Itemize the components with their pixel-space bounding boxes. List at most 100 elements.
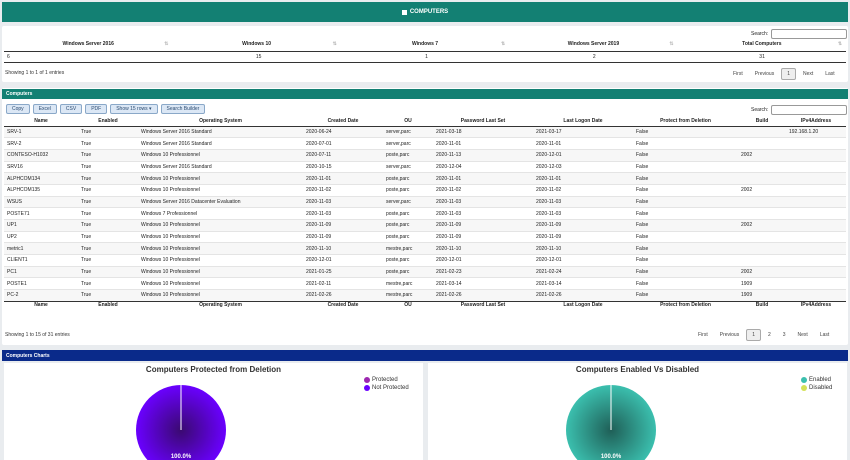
table-cell: 2020-11-01: [433, 137, 533, 150]
export-button-1[interactable]: Excel: [32, 104, 57, 114]
table-row[interactable]: PC-2 True Windows 10 Professionnel 2021-02-…: [4, 289, 846, 302]
summary-column-header[interactable]: Windows Server 2019 ⇅: [509, 41, 677, 47]
table-row[interactable]: POSTE71 True Windows 7 Professionnel 2020-1…: [4, 207, 846, 220]
export-button-2[interactable]: CSV: [59, 104, 83, 114]
table-row[interactable]: PC1 True Windows 10 Professionnel 2021-01-2…: [4, 265, 846, 278]
summary-search-input[interactable]: [771, 29, 848, 39]
table-cell: WSUS: [4, 195, 78, 208]
table-cell: 2021-02-11: [303, 277, 383, 290]
column-header[interactable]: Name: [4, 117, 78, 127]
table-row[interactable]: CLIENT1 True Windows 10 Professionnel 2020-…: [4, 254, 846, 267]
table-cell: 2002: [738, 148, 786, 162]
summary-column-header[interactable]: Total Computers ⇅: [678, 41, 846, 47]
table-row[interactable]: POSTE1 True Windows 10 Professionnel 2021-0…: [4, 277, 846, 290]
table-row[interactable]: SRV16 True Windows Server 2016 Standard 202…: [4, 160, 846, 173]
export-button-3[interactable]: PDF: [85, 104, 108, 114]
table-cell: poste,parc: [383, 265, 433, 278]
export-button-5[interactable]: Search Builder: [160, 104, 206, 114]
sort-icon[interactable]: ⇅: [164, 41, 169, 47]
pager-previous[interactable]: Previous: [754, 71, 775, 77]
pager-previous[interactable]: Previous: [719, 332, 740, 338]
table-cell: False: [633, 230, 738, 243]
pager-page[interactable]: 2: [767, 332, 771, 338]
column-header[interactable]: Created Date: [303, 117, 383, 127]
pager-next[interactable]: Next: [797, 332, 808, 338]
export-button-4[interactable]: Show 15 rows ▾: [110, 104, 158, 114]
table-row[interactable]: ALPHCOM134 True Windows 10 Professionnel 20…: [4, 172, 846, 185]
column-header[interactable]: Last Logon Date: [533, 117, 633, 127]
column-footer[interactable]: OU: [383, 300, 433, 308]
summary-column-header[interactable]: Windows 10 ⇅: [172, 41, 340, 47]
table-row[interactable]: SRV-1 True Windows Server 2016 Standard 202…: [4, 125, 846, 138]
table-cell: server,parc: [383, 160, 433, 173]
pager-last[interactable]: Last: [819, 332, 830, 338]
table-cell: False: [633, 183, 738, 197]
column-header[interactable]: Build: [738, 117, 786, 127]
column-footer[interactable]: Created Date: [303, 300, 383, 308]
legend-item[interactable]: Enabled: [801, 377, 832, 383]
table-row[interactable]: CONTESO-H1032 True Windows 10 Professionne…: [4, 148, 846, 162]
table-cell: 2020-11-09: [533, 219, 633, 232]
table-cell: False: [633, 125, 738, 138]
table-cell: poste,parc: [383, 207, 433, 220]
column-header[interactable]: Enabled: [78, 117, 138, 127]
summary-column-header[interactable]: Windows Server 2016 ⇅: [4, 41, 172, 47]
column-header[interactable]: Operating System: [138, 117, 303, 127]
summary-pager: First Previous 1 Next Last: [728, 68, 840, 80]
column-header[interactable]: OU: [383, 117, 433, 127]
table-row[interactable]: UP1 True Windows 10 Professionnel 2020-11-0…: [4, 219, 846, 232]
table-cell: 2020-11-10: [533, 242, 633, 255]
table-cell: False: [633, 242, 738, 255]
pager-page[interactable]: 3: [782, 332, 786, 338]
sort-icon[interactable]: ⇅: [332, 41, 337, 47]
table-cell: 2002: [738, 265, 786, 278]
table-cell: [786, 289, 846, 302]
column-footer[interactable]: Name: [4, 300, 78, 308]
column-footer[interactable]: Operating System: [138, 300, 303, 308]
column-footer[interactable]: IPv4Address: [786, 300, 846, 308]
sort-icon[interactable]: ⇅: [669, 41, 674, 47]
summary-column-header[interactable]: Windows 7 ⇅: [341, 41, 509, 47]
pager-last[interactable]: Last: [825, 71, 835, 77]
pager-page-current[interactable]: 1: [781, 68, 796, 80]
computer-icon: [401, 9, 407, 15]
column-footer[interactable]: Protect from Deletion: [633, 300, 738, 308]
column-header[interactable]: Password Last Set: [433, 117, 533, 127]
table-cell: 2020-12-03: [533, 160, 633, 173]
column-footer[interactable]: Password Last Set: [433, 300, 533, 308]
table-cell: 2020-07-11: [303, 148, 383, 162]
table-row[interactable]: WSUS True Windows Server 2016 Datacenter E…: [4, 195, 846, 208]
column-footer[interactable]: Last Logon Date: [533, 300, 633, 308]
table-cell: POSTE1: [4, 277, 78, 290]
table-cell: Windows Server 2016 Datacenter Evaluatio…: [138, 195, 303, 208]
table-cell: True: [78, 183, 138, 197]
table-cell: 2020-11-13: [433, 148, 533, 162]
table-row[interactable]: metric1 True Windows 10 Professionnel 2020-…: [4, 242, 846, 255]
table-cell: Windows 10 Professionnel: [138, 254, 303, 267]
legend-item[interactable]: Disabled: [801, 385, 832, 391]
column-footer[interactable]: Build: [738, 300, 786, 308]
table-cell: True: [78, 125, 138, 138]
column-footer[interactable]: Enabled: [78, 300, 138, 308]
pager-first[interactable]: First: [733, 71, 743, 77]
sort-icon[interactable]: ⇅: [837, 41, 843, 47]
export-button-0[interactable]: Copy: [6, 104, 30, 114]
sort-icon[interactable]: ⇅: [501, 41, 506, 47]
pager-first[interactable]: First: [698, 332, 708, 338]
legend-item[interactable]: Not Protected: [364, 385, 409, 391]
table-row[interactable]: UP2 True Windows 10 Professionnel 2020-11-0…: [4, 230, 846, 243]
table-cell: 2020-12-04: [433, 160, 533, 173]
pager-next[interactable]: Next: [802, 71, 814, 77]
column-header[interactable]: Protect from Deletion: [633, 117, 738, 127]
table-cell: POSTE71: [4, 207, 78, 220]
table-cell: 2020-11-09: [433, 230, 533, 243]
table-row[interactable]: ALPHCOM135 True Windows 10 Professionnel 20…: [4, 183, 846, 197]
export-buttons: Copy Excel CSV PDF Show 15 rows ▾ Search Buil…: [6, 104, 206, 114]
column-header[interactable]: IPv4Address: [786, 117, 846, 127]
legend-item[interactable]: Protected: [364, 377, 409, 383]
pager-page[interactable]: 1: [746, 329, 761, 341]
computers-search-input[interactable]: [771, 105, 848, 115]
table-row[interactable]: SRV-2 True Windows Server 2016 Standard 202…: [4, 137, 846, 150]
table-cell: True: [78, 160, 138, 173]
table-cell: False: [633, 172, 738, 185]
